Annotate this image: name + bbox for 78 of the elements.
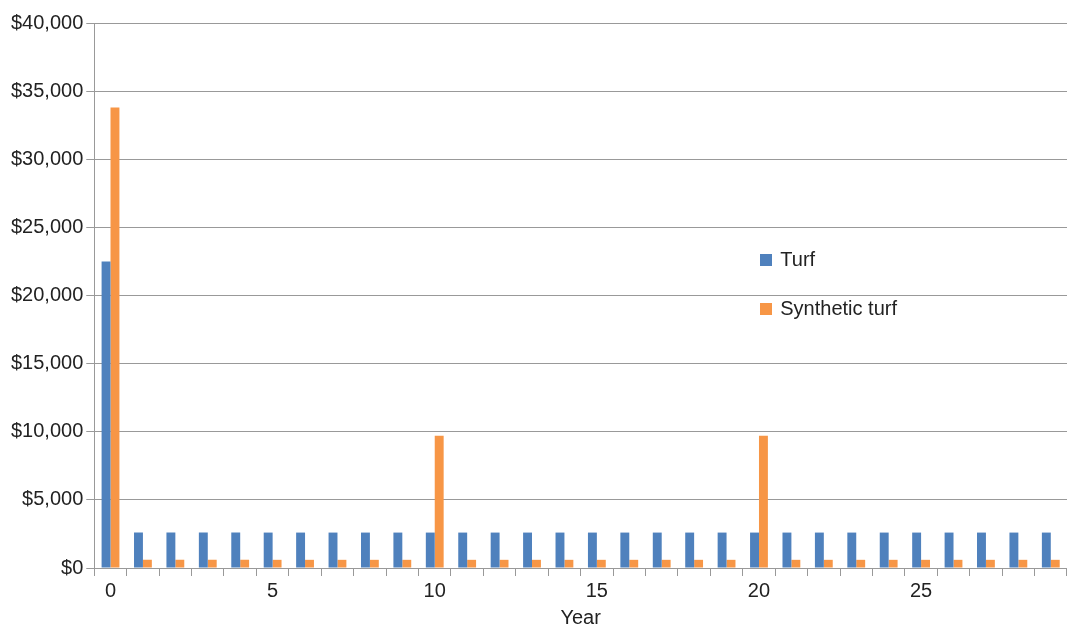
bar <box>1009 532 1019 568</box>
bar <box>694 559 704 568</box>
x-tick-label: 10 <box>423 578 446 601</box>
bar <box>101 261 111 568</box>
x-axis-title: Year <box>560 605 602 628</box>
bar <box>847 532 857 568</box>
bar <box>490 532 500 568</box>
x-tick-label: 15 <box>585 578 608 601</box>
bar <box>856 559 866 568</box>
bar <box>328 532 338 568</box>
bar <box>814 532 824 568</box>
x-tick-label: 0 <box>104 578 117 601</box>
bar <box>888 559 898 568</box>
bar <box>231 532 241 568</box>
bar <box>912 532 922 568</box>
bar <box>467 559 477 568</box>
bar <box>629 559 639 568</box>
bar <box>110 107 120 568</box>
bar <box>685 532 695 568</box>
bar <box>782 532 792 568</box>
bar <box>402 559 412 568</box>
bar <box>758 435 768 568</box>
bar <box>532 559 541 568</box>
bar <box>717 532 727 568</box>
bar <box>523 532 533 568</box>
bar <box>1041 532 1051 568</box>
y-tick-label: $35,000 <box>11 78 84 101</box>
bar <box>499 559 509 568</box>
bar <box>305 559 314 568</box>
bar <box>652 532 662 568</box>
y-tick-label: $30,000 <box>11 146 84 169</box>
bar <box>985 559 995 568</box>
bar <box>726 559 736 568</box>
bar <box>142 559 152 568</box>
bar <box>198 532 208 568</box>
bar <box>207 559 217 568</box>
bar <box>977 532 986 568</box>
y-tick-label: $0 <box>61 555 84 578</box>
bar <box>425 532 435 568</box>
y-tick-label: $40,000 <box>11 10 84 33</box>
legend-label: Synthetic turf <box>780 297 897 320</box>
bar <box>921 559 931 568</box>
bar <box>953 559 963 568</box>
bar <box>337 559 347 568</box>
bar <box>661 559 671 568</box>
bar <box>393 532 403 568</box>
bar <box>944 532 954 568</box>
bar <box>620 532 630 568</box>
bar <box>240 559 250 568</box>
bar <box>564 559 574 568</box>
bar <box>369 559 379 568</box>
bar <box>750 532 759 568</box>
bar <box>434 435 444 568</box>
legend-label: Turf <box>780 248 816 271</box>
x-tick-label: 5 <box>267 578 279 601</box>
bar <box>166 532 176 568</box>
bar <box>791 559 801 568</box>
bar <box>879 532 889 568</box>
bar <box>1018 559 1028 568</box>
x-tick-label: 20 <box>747 578 771 601</box>
bar <box>175 559 185 568</box>
x-tick-label: 25 <box>909 578 933 601</box>
bar <box>134 532 143 568</box>
y-tick-label: $10,000 <box>11 419 84 442</box>
bar <box>360 532 370 568</box>
bar <box>263 532 273 568</box>
y-tick-label: $15,000 <box>11 351 84 374</box>
y-tick-label: $20,000 <box>11 283 84 306</box>
bar <box>296 532 306 568</box>
bar <box>587 532 597 568</box>
bar <box>272 559 282 568</box>
bar <box>596 559 606 568</box>
bar <box>823 559 833 568</box>
bar <box>1050 559 1060 568</box>
bar <box>458 532 468 568</box>
y-tick-label: $25,000 <box>11 214 84 237</box>
y-tick-label: $5,000 <box>22 487 84 510</box>
bar <box>555 532 565 568</box>
